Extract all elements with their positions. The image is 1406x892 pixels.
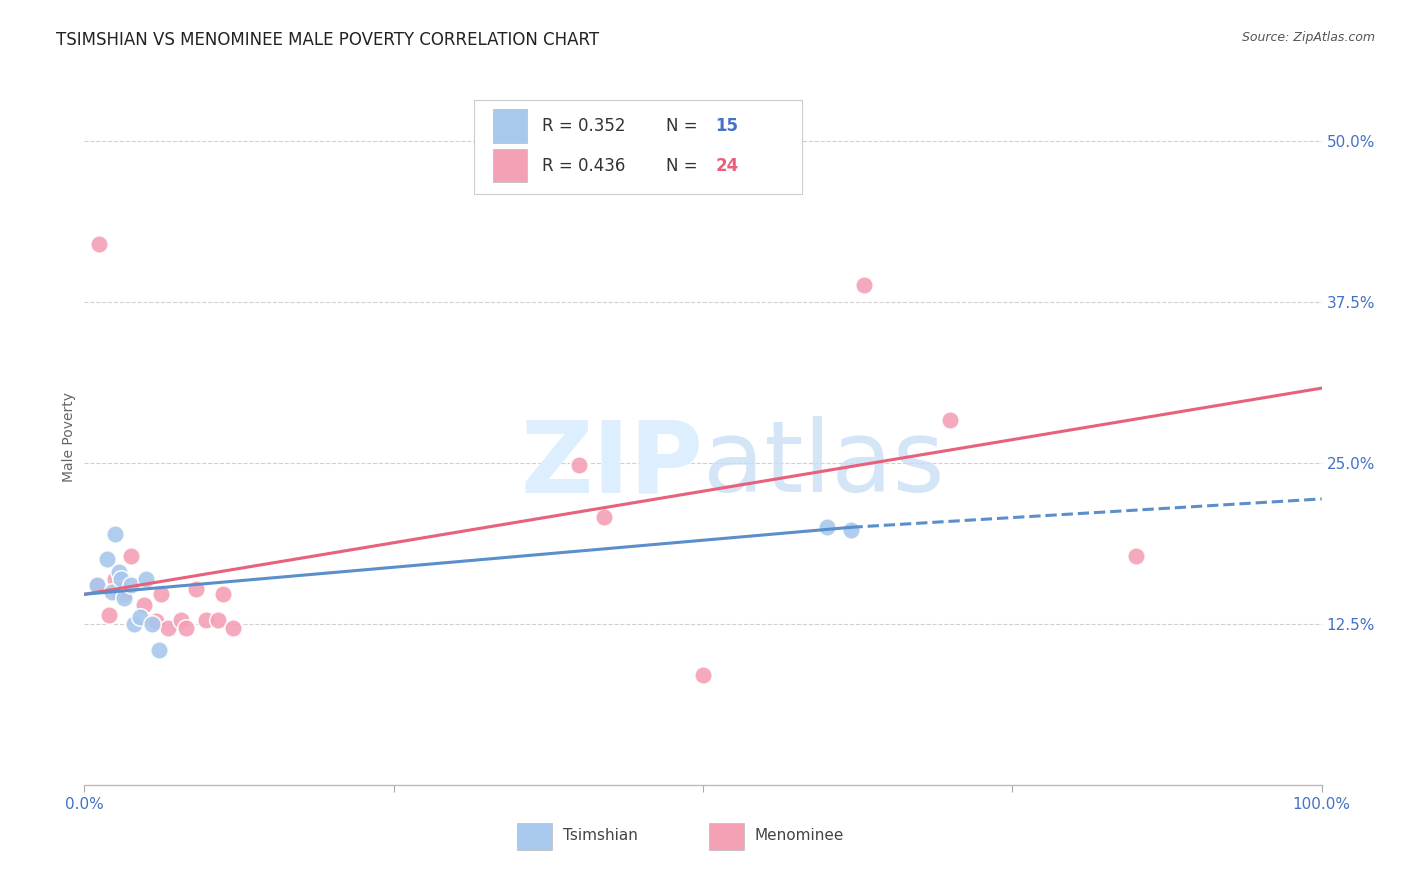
Point [108, 587, 131, 601]
Point [120, 578, 142, 592]
Text: R = 0.436: R = 0.436 [543, 157, 626, 175]
Point [815, 520, 838, 534]
Text: 15: 15 [716, 117, 738, 135]
Point [96, 552, 118, 566]
Text: 24: 24 [716, 157, 738, 175]
Text: TSIMSHIAN VS MENOMINEE MALE POVERTY CORRELATION CHART: TSIMSHIAN VS MENOMINEE MALE POVERTY CORR… [56, 31, 599, 49]
Y-axis label: Male Poverty: Male Poverty [62, 392, 76, 482]
Point [170, 613, 193, 627]
Point [212, 587, 235, 601]
Point [841, 523, 863, 537]
Point [135, 572, 157, 586]
Text: Tsimshian: Tsimshian [564, 828, 638, 843]
Point [207, 613, 229, 627]
Point [112, 587, 135, 601]
Point [593, 510, 616, 524]
Bar [517, 822, 553, 850]
Text: N =: N = [666, 117, 697, 135]
Point [132, 598, 155, 612]
Point [122, 616, 145, 631]
Point [157, 621, 180, 635]
Point [89, 236, 111, 251]
Bar [492, 149, 527, 183]
Point [108, 566, 131, 580]
Point [148, 642, 170, 657]
Bar [474, 100, 801, 194]
Text: atlas: atlas [703, 417, 945, 514]
Point [129, 610, 152, 624]
Point [98, 607, 121, 622]
Point [141, 616, 163, 631]
Point [112, 591, 135, 606]
Point [145, 615, 167, 629]
Text: Menominee: Menominee [755, 828, 845, 843]
Point [110, 572, 132, 586]
Point [692, 668, 714, 682]
Point [184, 582, 207, 596]
Point [568, 458, 591, 473]
Point [104, 572, 127, 586]
Point [86, 578, 108, 592]
Point [174, 621, 197, 635]
Text: ZIP: ZIP [520, 417, 703, 514]
Point [120, 549, 142, 563]
Text: Source: ZipAtlas.com: Source: ZipAtlas.com [1241, 31, 1375, 45]
Bar [492, 110, 527, 143]
Text: R = 0.352: R = 0.352 [543, 117, 626, 135]
Point [222, 621, 245, 635]
Point [939, 413, 962, 427]
Text: N =: N = [666, 157, 697, 175]
Point [1125, 549, 1147, 563]
Point [86, 578, 108, 592]
Point [104, 526, 127, 541]
Point [100, 584, 122, 599]
Point [194, 613, 217, 627]
Bar [709, 822, 744, 850]
Point [852, 278, 875, 293]
Point [150, 587, 173, 601]
